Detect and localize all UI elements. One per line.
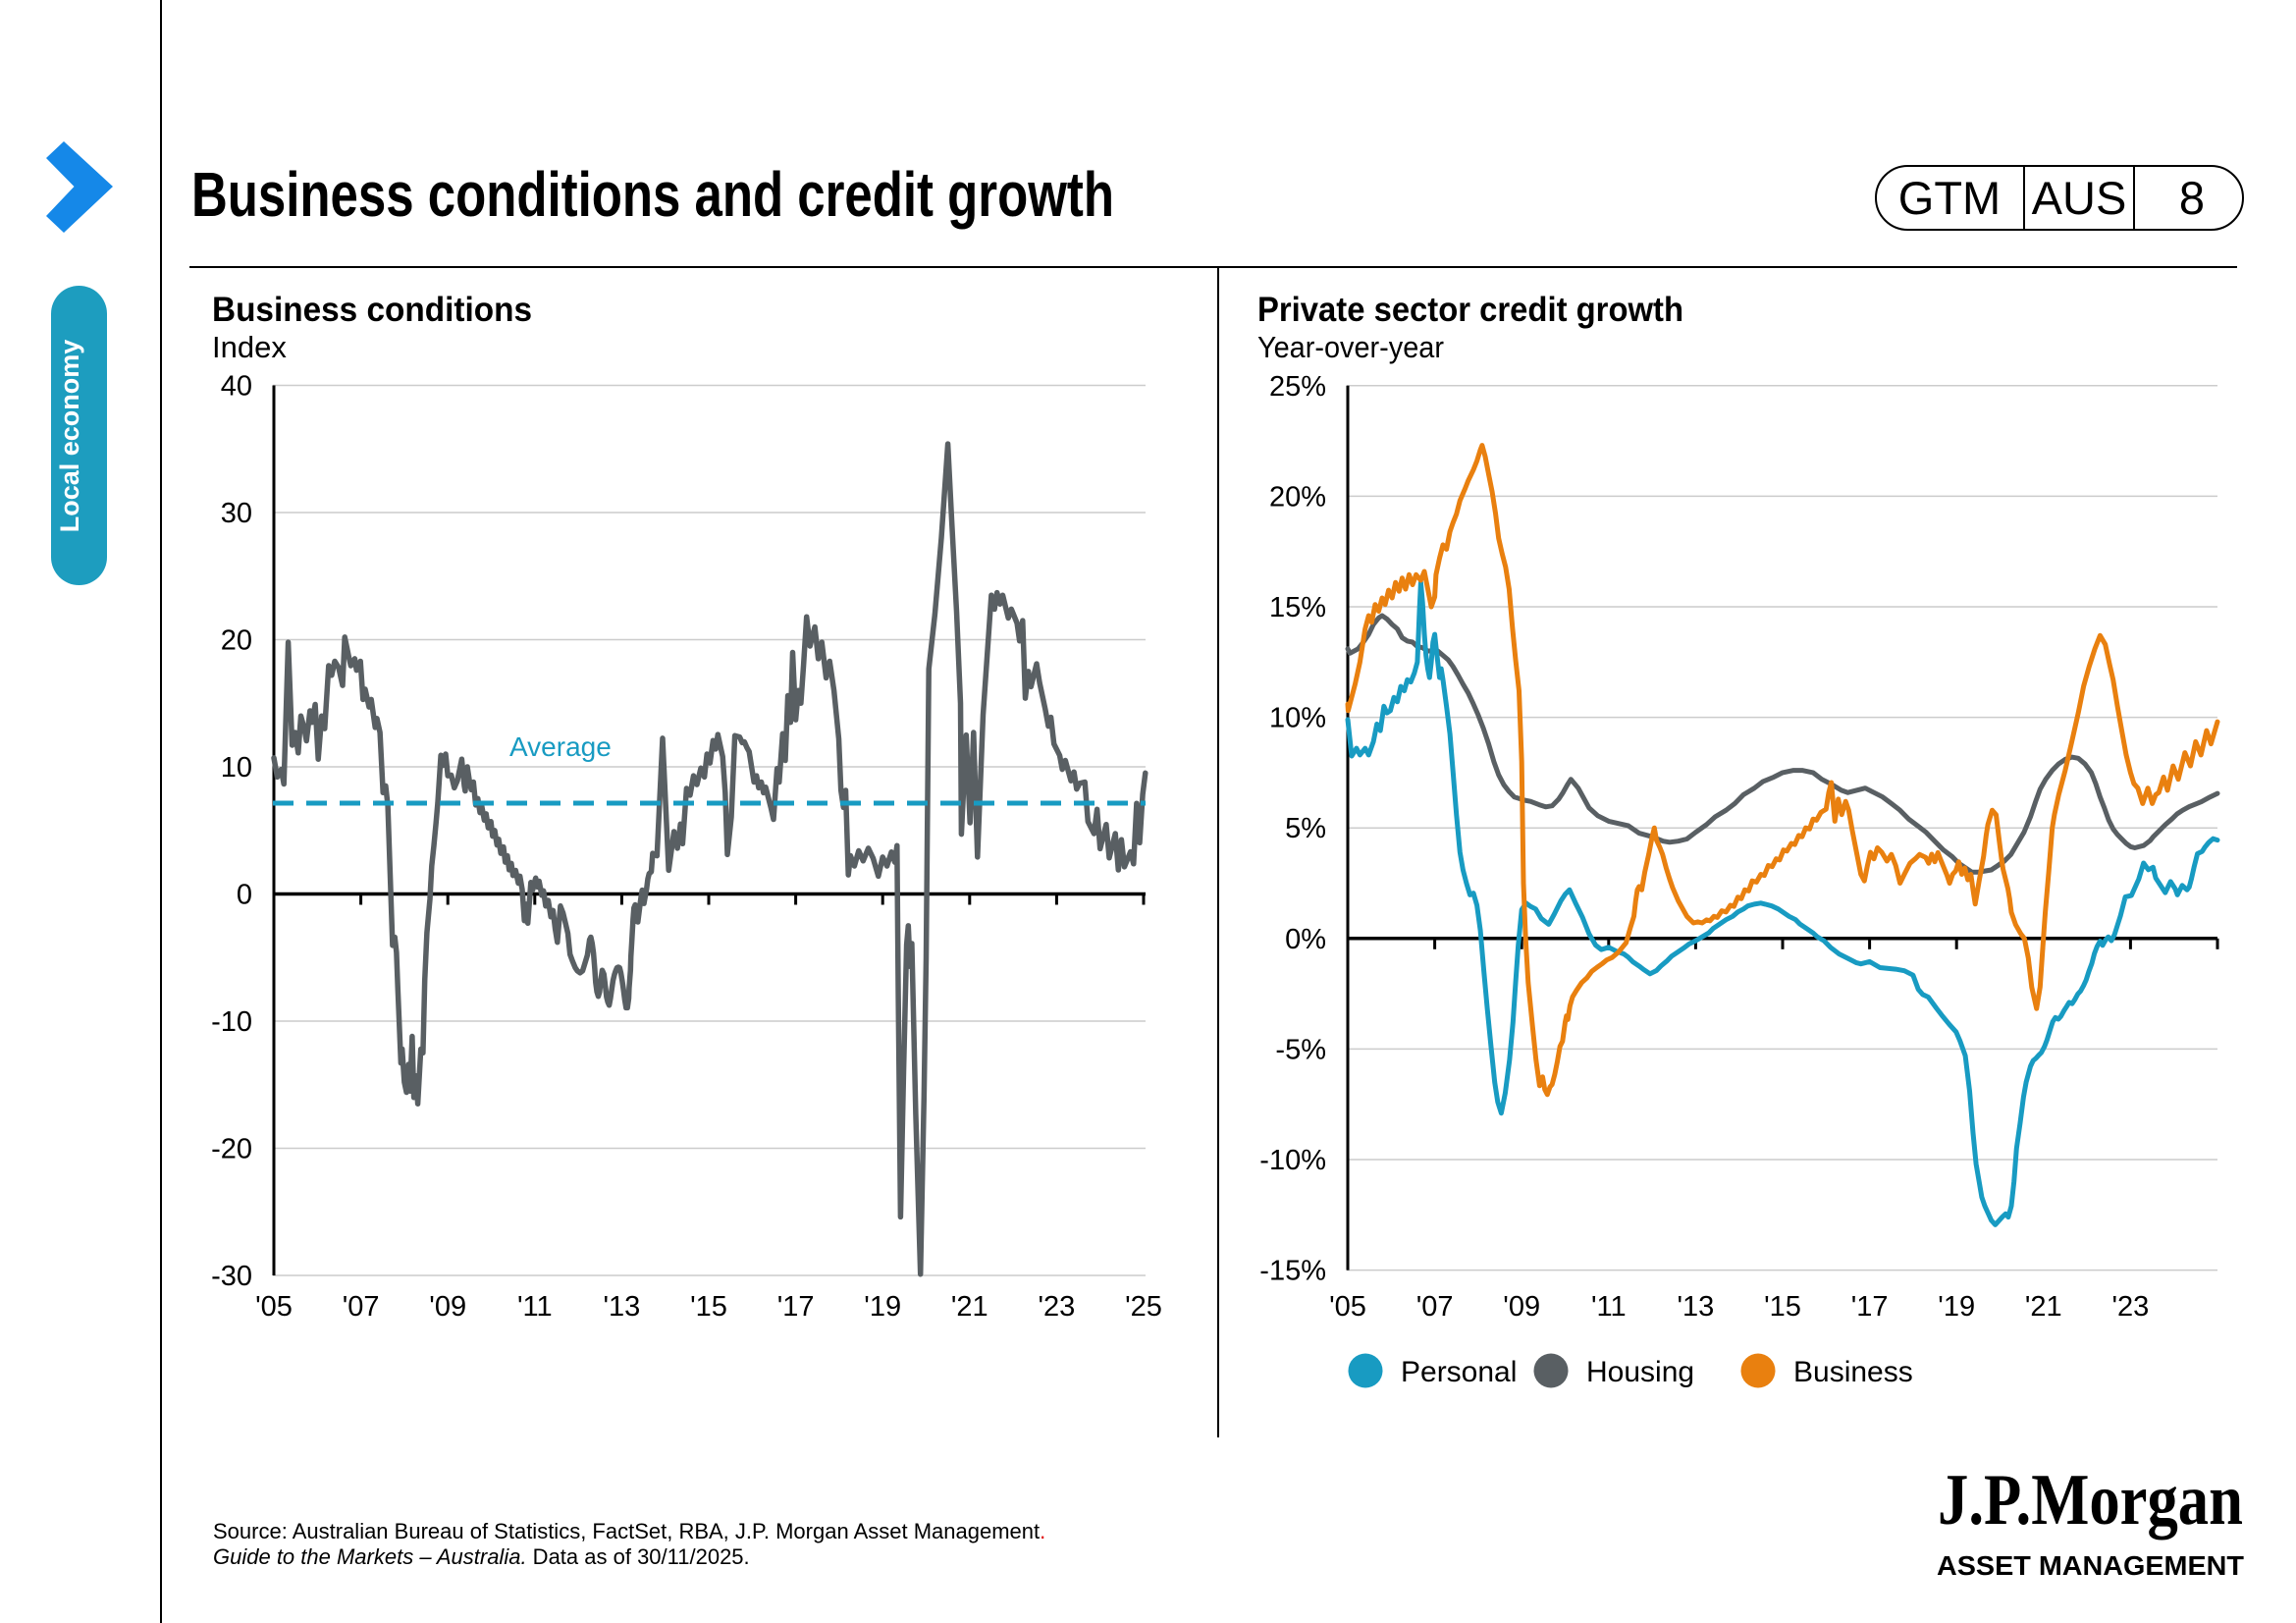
svg-text:Index: Index bbox=[212, 330, 287, 364]
svg-text:25%: 25% bbox=[1269, 371, 1326, 403]
svg-text:-20: -20 bbox=[211, 1134, 252, 1165]
svg-text:Guide to the Markets – Austral: Guide to the Markets – Australia. Data a… bbox=[213, 1544, 750, 1569]
svg-text:J.P.Morgan: J.P.Morgan bbox=[1938, 1460, 2243, 1541]
svg-text:-30: -30 bbox=[211, 1261, 252, 1292]
svg-text:10: 10 bbox=[221, 752, 252, 784]
svg-text:30: 30 bbox=[221, 498, 252, 529]
svg-text:0%: 0% bbox=[1285, 924, 1326, 955]
svg-text:'15: '15 bbox=[690, 1291, 727, 1323]
svg-text:'11: '11 bbox=[1591, 1291, 1627, 1323]
svg-text:10%: 10% bbox=[1269, 703, 1326, 734]
svg-text:Housing: Housing bbox=[1586, 1356, 1694, 1388]
svg-text:'15: '15 bbox=[1764, 1291, 1801, 1323]
svg-text:'21: '21 bbox=[2025, 1291, 2062, 1323]
svg-text:Business: Business bbox=[1793, 1356, 1913, 1388]
svg-text:Local economy: Local economy bbox=[55, 340, 84, 533]
svg-text:Personal: Personal bbox=[1401, 1356, 1517, 1388]
svg-text:Year-over-year: Year-over-year bbox=[1257, 330, 1444, 364]
svg-text:-10: -10 bbox=[211, 1006, 252, 1038]
svg-text:8: 8 bbox=[2179, 172, 2205, 224]
svg-text:Business conditions: Business conditions bbox=[212, 291, 532, 329]
svg-text:'09: '09 bbox=[429, 1291, 466, 1323]
svg-text:'05: '05 bbox=[255, 1291, 293, 1323]
svg-text:'05: '05 bbox=[1329, 1291, 1366, 1323]
svg-text:Business conditions and credit: Business conditions and credit growth bbox=[191, 159, 1114, 230]
svg-text:-15%: -15% bbox=[1259, 1256, 1326, 1287]
svg-text:-10%: -10% bbox=[1259, 1145, 1326, 1176]
svg-text:'19: '19 bbox=[1938, 1291, 1975, 1323]
svg-text:'17: '17 bbox=[1851, 1291, 1889, 1323]
svg-text:AUS: AUS bbox=[2032, 172, 2127, 224]
svg-text:'17: '17 bbox=[777, 1291, 815, 1323]
svg-text:'19: '19 bbox=[864, 1291, 901, 1323]
svg-text:-5%: -5% bbox=[1275, 1034, 1326, 1065]
svg-text:15%: 15% bbox=[1269, 592, 1326, 623]
svg-text:'07: '07 bbox=[1416, 1291, 1454, 1323]
svg-text:'11: '11 bbox=[517, 1291, 553, 1323]
svg-text:0: 0 bbox=[237, 880, 252, 911]
svg-text:5%: 5% bbox=[1285, 813, 1326, 844]
svg-text:'13: '13 bbox=[604, 1291, 641, 1323]
svg-text:Source: Australian Bureau of S: Source: Australian Bureau of Statistics,… bbox=[213, 1519, 1045, 1543]
svg-text:40: 40 bbox=[221, 371, 252, 403]
svg-text:20%: 20% bbox=[1269, 481, 1326, 513]
svg-text:GTM: GTM bbox=[1898, 172, 2001, 224]
svg-text:Private sector credit growth: Private sector credit growth bbox=[1257, 291, 1683, 329]
svg-text:20: 20 bbox=[221, 625, 252, 657]
svg-text:'23: '23 bbox=[2112, 1291, 2150, 1323]
svg-text:'09: '09 bbox=[1503, 1291, 1540, 1323]
svg-text:'25: '25 bbox=[1125, 1291, 1162, 1323]
svg-text:'21: '21 bbox=[951, 1291, 988, 1323]
svg-text:'07: '07 bbox=[343, 1291, 380, 1323]
svg-text:ASSET MANAGEMENT: ASSET MANAGEMENT bbox=[1937, 1550, 2244, 1581]
svg-text:Average: Average bbox=[509, 731, 612, 762]
svg-text:'13: '13 bbox=[1678, 1291, 1715, 1323]
svg-text:'23: '23 bbox=[1039, 1291, 1076, 1323]
